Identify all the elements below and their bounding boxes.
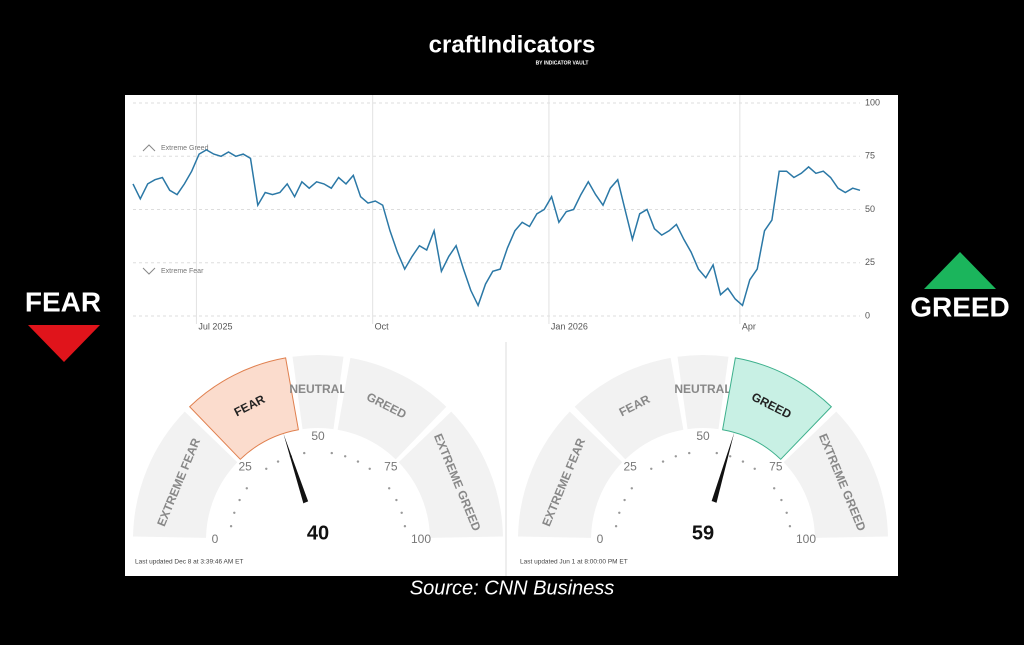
gauge-band	[677, 355, 729, 430]
gauge-band	[398, 411, 503, 538]
chevron-up	[142, 144, 156, 152]
gauge-dot	[661, 460, 665, 463]
gauge-band	[337, 357, 447, 460]
gauge-band	[292, 355, 344, 430]
gauge-dot	[753, 467, 756, 471]
gauge-dot	[245, 487, 249, 490]
y-tick-label: 25	[865, 257, 875, 267]
y-tick-label: 75	[865, 151, 875, 161]
gauge-value: 40	[307, 522, 329, 544]
gauge-dot	[674, 455, 678, 458]
gauge-dot	[403, 525, 407, 528]
x-tick-label: Apr	[742, 321, 756, 331]
gauge-tick-label: 75	[769, 459, 783, 473]
gauge-dot	[623, 498, 626, 502]
hub	[669, 500, 737, 568]
gauge-band	[574, 357, 684, 460]
gauge-band	[722, 357, 833, 461]
gauge-dot	[650, 467, 653, 471]
line	[132, 149, 861, 308]
gauge-value: 59	[692, 522, 714, 544]
gauge-dot	[618, 511, 621, 515]
gauge-dot	[330, 451, 333, 455]
y-tick-label: 0	[865, 310, 870, 320]
footnote: Last updated Jun 1 at 8:00:00 PM ET	[520, 559, 628, 566]
gauge-tick-label: 50	[696, 429, 710, 443]
gauge-dot	[741, 460, 745, 463]
gauge-dot	[387, 487, 391, 490]
gauge-dot	[276, 460, 280, 463]
gauge-dot	[772, 487, 776, 490]
y-tick-label: 100	[865, 97, 880, 107]
gauge-dot	[780, 498, 783, 502]
gauge-tick-label: 25	[238, 459, 252, 473]
greed-arrow	[924, 252, 996, 289]
gauge-tick-label: 75	[384, 459, 398, 473]
gauge-band	[188, 357, 299, 461]
gauge-dot	[303, 451, 306, 455]
gauge-dot	[400, 511, 403, 515]
gauge-dot	[356, 460, 360, 463]
gauge-dot	[368, 467, 371, 471]
gauge-dot	[728, 455, 732, 458]
x-tick-label: Jul 2025	[198, 321, 232, 331]
footnote: Last updated Dec 8 at 3:39:46 AM ET	[135, 559, 243, 566]
segment-label: NEUTRAL	[674, 382, 731, 396]
source: Source: CNN Business	[410, 577, 615, 599]
fear-arrow	[28, 325, 100, 362]
gauge-tick-label: 0	[597, 532, 604, 546]
chevron-down	[142, 267, 156, 275]
gauge-tick-label: 25	[623, 459, 637, 473]
gauge-dot	[238, 498, 241, 502]
gauge-tick-label: 100	[796, 532, 816, 546]
gauge-dot	[233, 511, 236, 515]
gauge-dot	[614, 525, 618, 528]
logo-sub: BY INDICATOR VAULT	[536, 60, 589, 66]
gauge-dot	[688, 451, 691, 455]
gauge-dot	[395, 498, 398, 502]
panel	[125, 95, 898, 576]
gauge-band	[133, 411, 238, 538]
gauge-tick-label: 0	[212, 532, 219, 546]
gauge-tick-label: 50	[311, 429, 325, 443]
x-tick-label: Jan 2026	[551, 321, 588, 331]
annotation: Extreme Fear	[161, 268, 204, 275]
gauge-dot	[788, 525, 792, 528]
gauge-dot	[785, 511, 788, 515]
gauge-dot	[265, 467, 268, 471]
logo: craftIndicators	[429, 31, 596, 58]
x-tick-label: Oct	[375, 321, 390, 331]
gauge-dot	[630, 487, 634, 490]
greed-label: GREED	[910, 291, 1010, 322]
gauge-band	[518, 411, 623, 538]
hub	[284, 500, 352, 568]
gauge-dot	[229, 525, 233, 528]
gauge-dot	[343, 455, 347, 458]
annotation: Extreme Greed	[161, 145, 209, 152]
gauge-tick-label: 100	[411, 532, 431, 546]
gauge-band	[783, 411, 888, 538]
gauge-dot	[715, 451, 718, 455]
fear-label: FEAR	[25, 286, 101, 317]
y-tick-label: 50	[865, 204, 875, 214]
segment-label: NEUTRAL	[289, 382, 346, 396]
